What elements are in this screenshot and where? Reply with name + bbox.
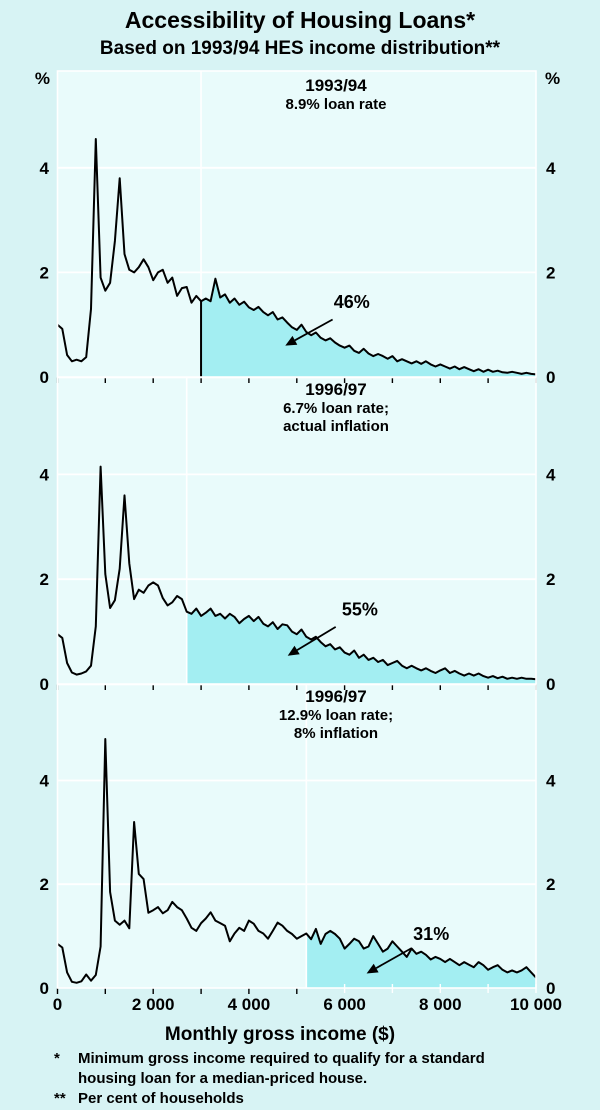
footnote-1-line-1: Minimum gross income required to qualify… (78, 1050, 485, 1067)
panel-3-shaded-area (306, 928, 536, 988)
panel-2-subtitle-line-1: 6.7% loan rate; (283, 400, 389, 417)
panel-3-header: 1996/97 12.9% loan rate; 8% inflation (111, 687, 561, 743)
footnotes: * Minimum gross income required to quali… (54, 1049, 564, 1109)
y-tick-label-left: 2 (40, 263, 49, 282)
y-tick-label-left: 4 (40, 159, 50, 178)
footnote-1-spacer (54, 1069, 78, 1089)
panel-3-title: 1996/97 (305, 687, 367, 706)
y-axis-unit-left: % (35, 69, 50, 88)
x-tick-label: 6 000 (323, 995, 366, 1014)
panel-3-share-label: 31% (413, 924, 449, 944)
panel-3-subtitle-line-2: 8% inflation (293, 725, 379, 742)
y-tick-label-right: 2 (546, 263, 555, 282)
panel-2-arrow-line (296, 626, 337, 651)
panel-1-header: 1993/94 8.9% loan rate (111, 76, 561, 114)
x-tick-label: 4 000 (228, 995, 271, 1014)
footnote-row: housing loan for a median-priced house. (54, 1069, 564, 1089)
panel-2-share-label: 55% (342, 599, 378, 619)
y-tick-label-left: 4 (40, 465, 50, 484)
footnote-2-marker: ** (54, 1090, 66, 1107)
panel-2-distribution-curve (56, 465, 537, 681)
y-tick-label-right: 0 (546, 979, 555, 998)
x-axis-title: Monthly gross income ($) (164, 1024, 396, 1045)
footnote-2-line-1: Per cent of households (78, 1090, 244, 1107)
panel-3-distribution-curve (56, 738, 537, 984)
panel-1-distribution-curve (56, 138, 537, 376)
footnote-row: ** Per cent of households (54, 1089, 564, 1109)
panel-2-shaded-area (186, 608, 536, 684)
y-tick-label-left: 0 (40, 979, 49, 998)
footnote-row: * Minimum gross income required to quali… (54, 1049, 564, 1069)
y-tick-label-right: 2 (546, 570, 555, 589)
y-tick-label-right: 4 (546, 465, 556, 484)
y-tick-label-left: 4 (40, 772, 50, 791)
y-tick-label-left: 2 (40, 570, 49, 589)
y-tick-label-left: 0 (40, 675, 49, 694)
panel-2-title: 1996/97 (305, 380, 367, 399)
panel-1-shaded-area (201, 278, 536, 377)
y-tick-label-left: 2 (40, 875, 49, 894)
y-tick-label-right: 0 (546, 675, 555, 694)
panel-3-arrow-line (375, 947, 413, 969)
footnote-1-line-2: housing loan for a median-priced house. (78, 1070, 368, 1087)
y-tick-label-right: 2 (546, 875, 555, 894)
panel-2-subtitle-line-2: actual inflation (283, 418, 389, 435)
y-tick-label-right: 0 (546, 368, 555, 387)
x-tick-label: 0 (53, 995, 62, 1014)
y-axis-unit-right: % (545, 69, 560, 88)
panel-2-arrowhead-icon (287, 645, 300, 656)
panel-1-subtitle-line-1: 8.9% loan rate (285, 96, 387, 113)
footnote-1-marker: * (54, 1050, 60, 1067)
panel-1-arrow-line (294, 318, 334, 342)
panel-2-header: 1996/97 6.7% loan rate; actual inflation (111, 380, 561, 436)
x-tick-label: 8 000 (419, 995, 462, 1014)
panel-1-title: 1993/94 (305, 76, 367, 95)
chart-title: Accessibility of Housing Loans* (124, 7, 476, 33)
chart-subtitle: Based on 1993/94 HES income distribution… (99, 38, 501, 59)
y-tick-label-right: 4 (546, 772, 556, 791)
y-tick-label-right: 4 (546, 159, 556, 178)
panel-3-arrowhead-icon (366, 963, 379, 974)
panel-3-border (56, 683, 537, 989)
x-tick-label: 2 000 (132, 995, 175, 1014)
x-tick-label: 10 000 (510, 995, 562, 1014)
y-tick-label-left: 0 (40, 368, 49, 387)
panel-3-subtitle-line-1: 12.9% loan rate; (278, 707, 394, 724)
panel-1-share-label: 46% (334, 292, 370, 312)
panel-1-arrowhead-icon (285, 335, 298, 346)
panel-1-background (57, 71, 536, 377)
